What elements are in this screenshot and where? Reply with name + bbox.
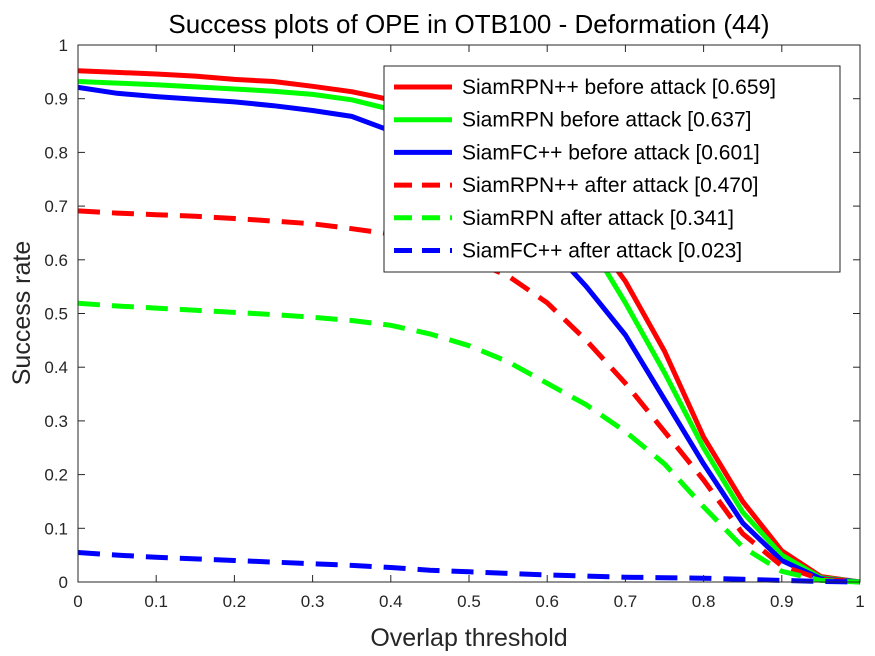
x-tick-label: 1 bbox=[855, 592, 864, 611]
x-tick-label: 0.9 bbox=[770, 592, 794, 611]
legend-label: SiamFC++ after attack [0.023] bbox=[462, 240, 742, 263]
legend-label: SiamRPN before attack [0.637] bbox=[462, 109, 751, 132]
x-tick-label: 0.4 bbox=[379, 592, 403, 611]
legend-label: SiamRPN++ before attack [0.659] bbox=[462, 76, 776, 99]
x-tick-label: 0.6 bbox=[535, 592, 559, 611]
x-tick-label: 0 bbox=[73, 592, 82, 611]
legend-label: SiamRPN++ after attack [0.470] bbox=[462, 174, 758, 197]
y-tick-label: 1 bbox=[59, 36, 68, 55]
y-tick-label: 0.4 bbox=[44, 358, 68, 377]
y-tick-label: 0.9 bbox=[44, 90, 68, 109]
legend-label: SiamRPN after attack [0.341] bbox=[462, 207, 734, 230]
legend-box bbox=[383, 65, 841, 273]
x-tick-label: 0.3 bbox=[301, 592, 325, 611]
y-tick-label: 0.1 bbox=[44, 519, 68, 538]
y-tick-label: 0.6 bbox=[44, 251, 68, 270]
x-tick-label: 0.2 bbox=[223, 592, 247, 611]
y-axis-label: Success rate bbox=[8, 241, 36, 386]
y-tick-label: 0.5 bbox=[44, 305, 68, 324]
series-line-6 bbox=[77, 550, 861, 585]
x-tick-label: 0.5 bbox=[457, 592, 481, 611]
y-tick-label: 0 bbox=[59, 573, 68, 592]
chart-title: Success plots of OPE in OTB100 - Deforma… bbox=[168, 9, 769, 39]
series-line-5 bbox=[77, 300, 861, 585]
x-tick-label: 0.7 bbox=[614, 592, 638, 611]
y-tick-label: 0.2 bbox=[44, 466, 68, 485]
legend-label: SiamFC++ before attack [0.601] bbox=[462, 141, 760, 164]
series-line-4 bbox=[77, 208, 861, 585]
x-axis-label: Overlap threshold bbox=[370, 624, 567, 652]
y-tick-label: 0.8 bbox=[44, 143, 68, 162]
y-tick-label: 0.3 bbox=[44, 412, 68, 431]
legend: SiamRPN++ before attack [0.659] SiamRPN b… bbox=[383, 65, 841, 273]
x-tick-label: 0.1 bbox=[144, 592, 168, 611]
x-tick-label: 0.8 bbox=[692, 592, 716, 611]
y-tick-label: 0.7 bbox=[44, 197, 68, 216]
ticks-layer: 0 0.1 0.2 0.3 0.4 0.5 0.6 0.7 0.8 0.9 1 0 0.1 0.2 0.3 0… bbox=[44, 36, 864, 611]
